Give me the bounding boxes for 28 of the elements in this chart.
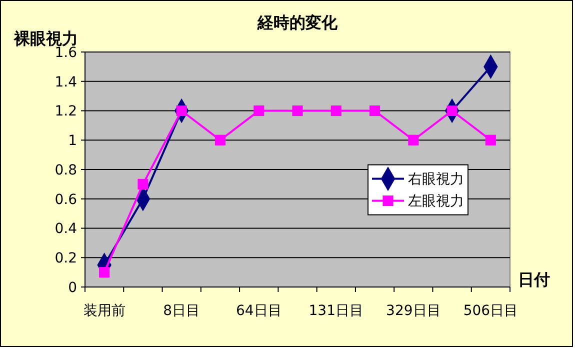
y-tick-label: 1 xyxy=(68,133,77,150)
y-tick-label: 0.4 xyxy=(54,221,78,238)
point xyxy=(408,134,419,146)
x-axis-title: 日付 xyxy=(518,270,550,289)
point xyxy=(254,105,264,116)
y-tick-label: 1.4 xyxy=(54,74,78,90)
point xyxy=(138,178,148,190)
x-tick-label: 506日目 xyxy=(463,303,518,319)
y-tick-label: 0.8 xyxy=(54,162,77,178)
legend-label: 左眼視力 xyxy=(408,194,464,210)
y-tick-label: 1.2 xyxy=(54,104,77,120)
y-axis-title: 裸眼視力 xyxy=(13,29,78,48)
x-tick-label: 8日目 xyxy=(163,303,200,319)
chart-title: 経時的変化 xyxy=(256,13,338,32)
x-tick-label: 131日目 xyxy=(308,303,364,319)
legend-label: 右眼視力 xyxy=(408,172,464,188)
y-tick-label: 0 xyxy=(68,280,77,296)
point xyxy=(214,134,226,146)
point xyxy=(485,134,496,146)
y-tick-label: 0.6 xyxy=(54,192,78,208)
point xyxy=(292,105,303,116)
point xyxy=(99,267,110,278)
x-tick-label: 装用前 xyxy=(83,303,126,319)
x-tick-label: 329日目 xyxy=(386,303,441,319)
y-tick-label: 0.2 xyxy=(54,250,77,267)
point xyxy=(369,105,380,116)
point xyxy=(330,105,342,116)
x-tick-label: 64日目 xyxy=(236,303,282,319)
